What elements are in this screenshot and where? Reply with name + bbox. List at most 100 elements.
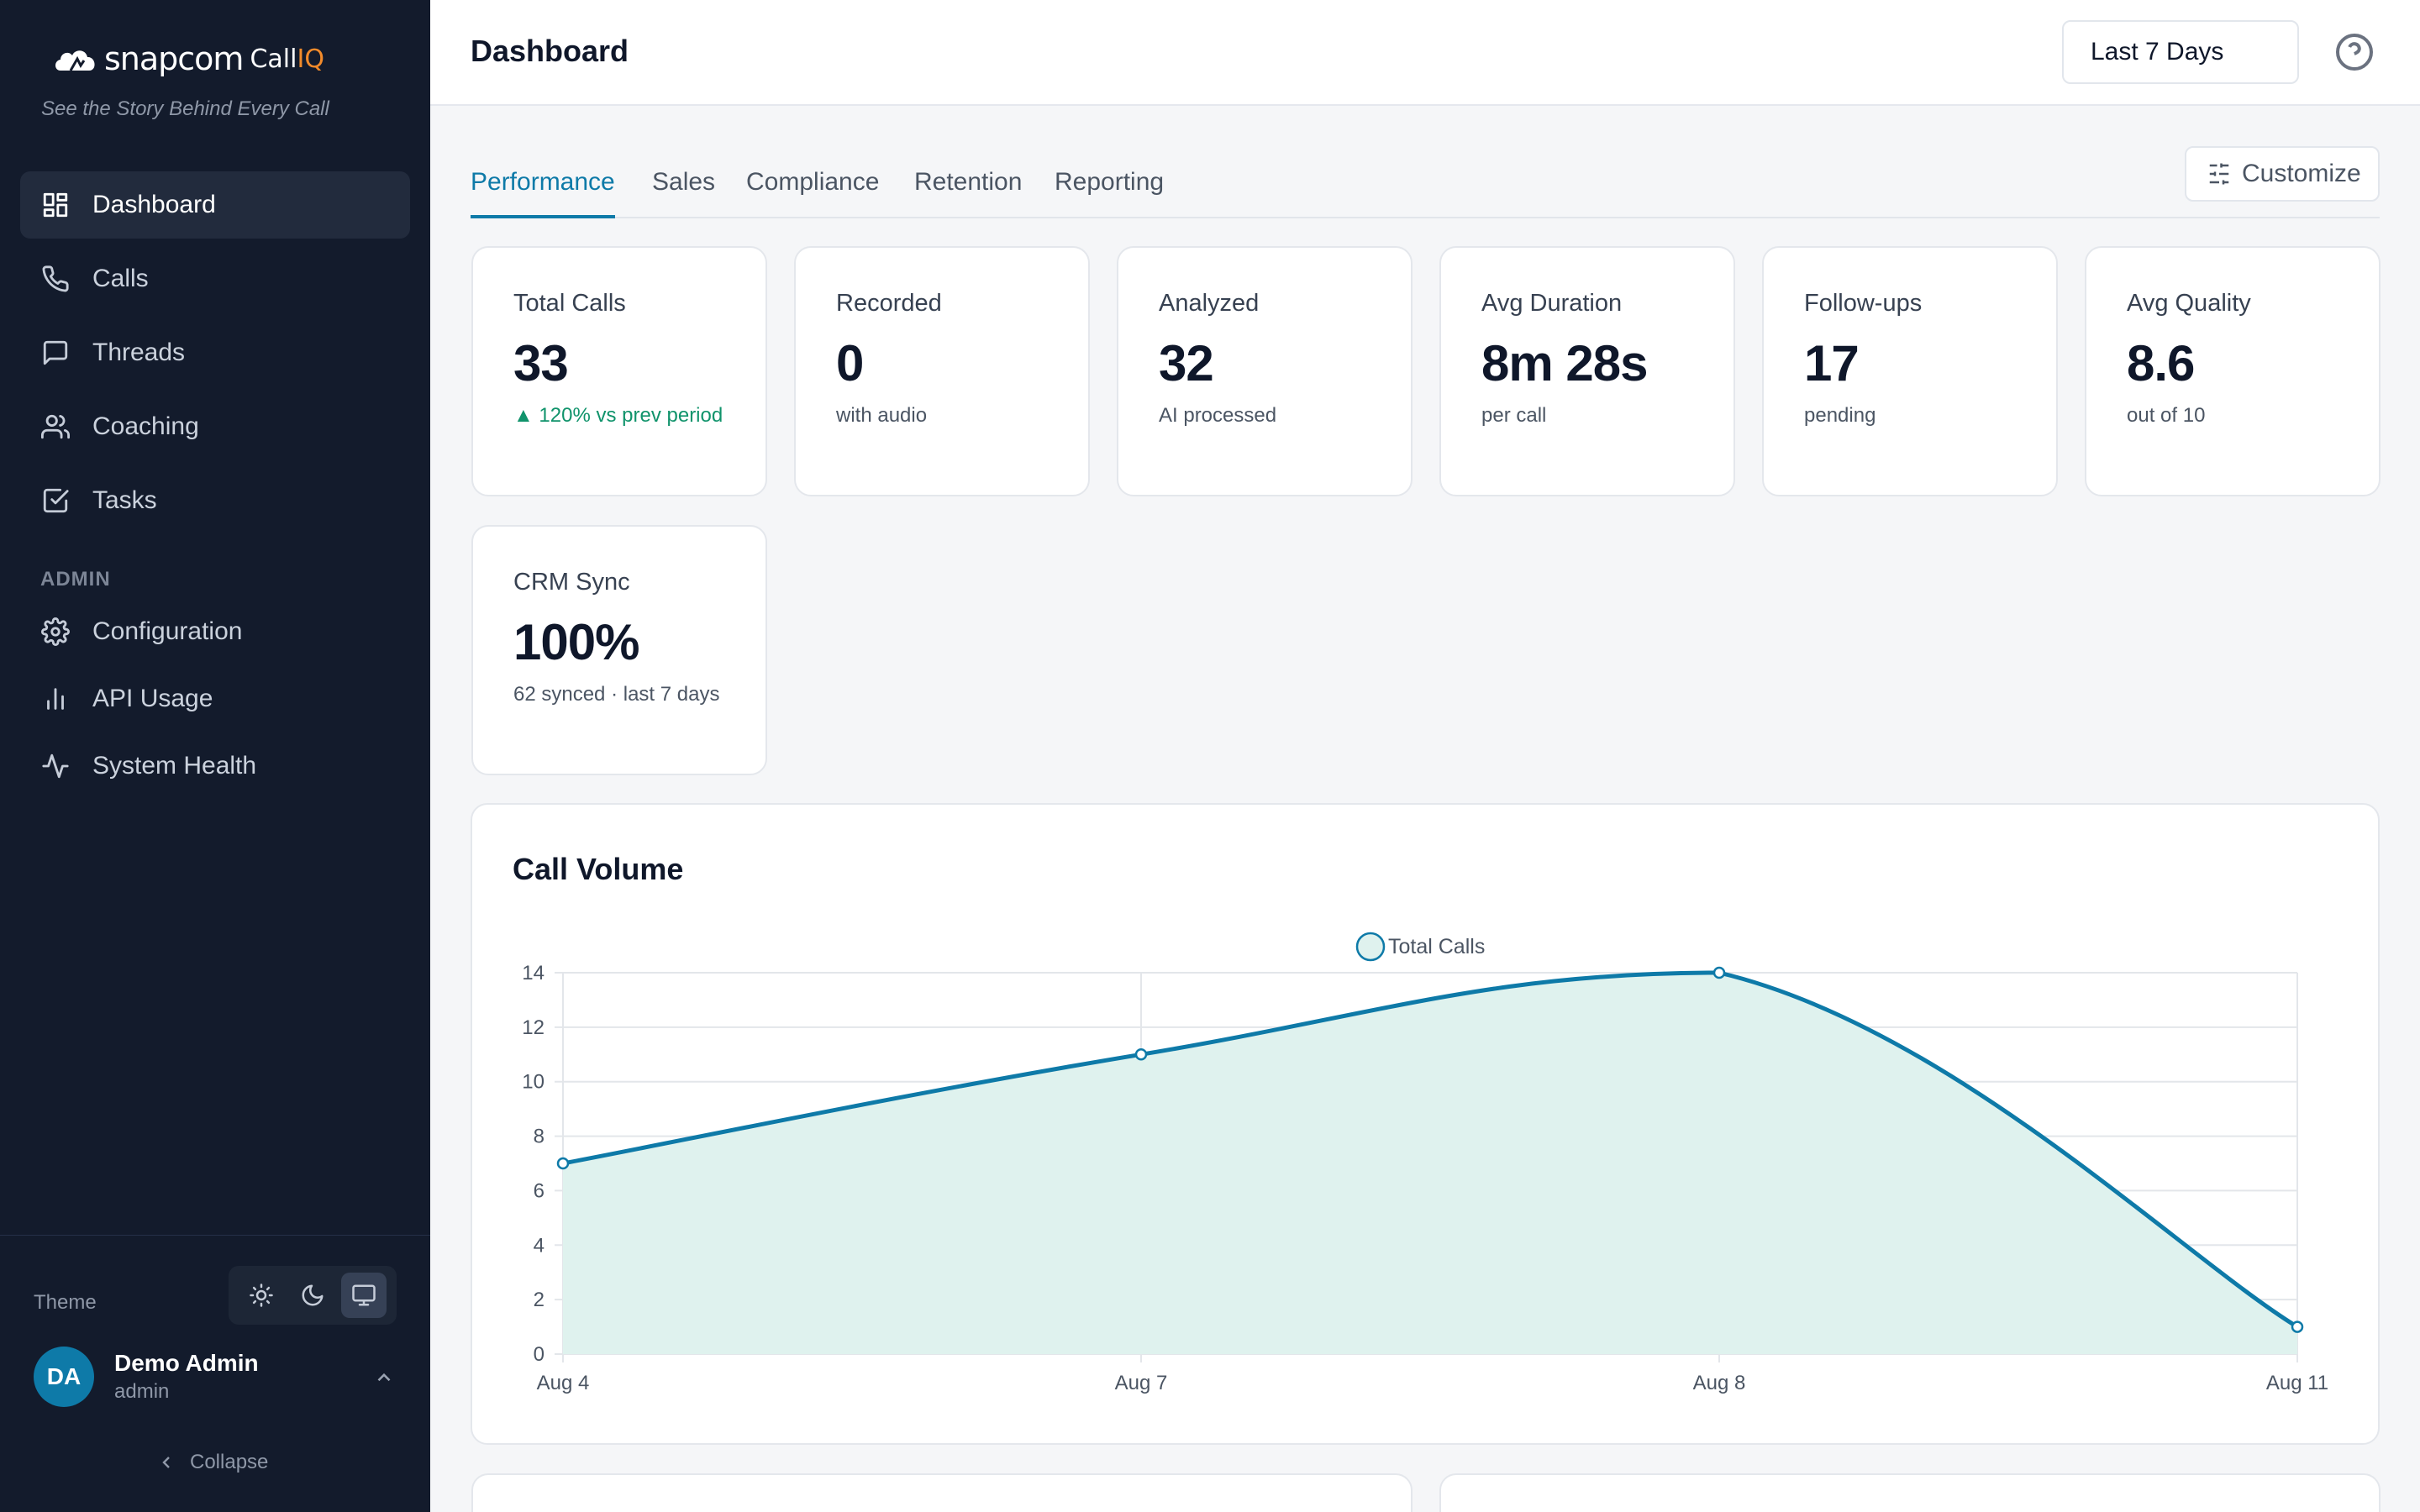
logo[interactable]: snapcom Call IQ <box>52 39 324 79</box>
theme-switcher <box>229 1266 397 1325</box>
sidebar-item-label: Coaching <box>92 412 199 440</box>
theme-label: Theme <box>34 1291 97 1314</box>
kpi-card-recorded[interactable]: Recorded 0 with audio <box>794 246 1090 496</box>
kpi-subtext: out of 10 <box>2127 404 2206 427</box>
kpi-label: Avg Duration <box>1481 290 1623 317</box>
kpi-card-total-calls[interactable]: Total Calls 33 ▲ 120% vs prev period <box>471 246 767 496</box>
main-nav: Dashboard Calls Threads Coaching Tasks <box>20 171 410 541</box>
gear-icon <box>40 617 71 647</box>
sidebar-item-configuration[interactable]: Configuration <box>20 601 410 662</box>
moon-icon <box>302 1284 324 1306</box>
sliders-icon <box>2209 163 2229 185</box>
sidebar-item-label: System Health <box>92 752 257 780</box>
sidebar-item-dashboard[interactable]: Dashboard <box>20 171 410 239</box>
kpi-subtext: with audio <box>836 404 928 427</box>
kpi-subtext: per call <box>1481 404 1547 427</box>
logo-text: snapcom <box>104 40 244 77</box>
monitor-icon <box>352 1284 376 1306</box>
chevron-up-icon <box>373 1367 395 1389</box>
sidebar-item-label: Calls <box>92 265 149 292</box>
sidebar-item-api-usage[interactable]: API Usage <box>20 669 410 729</box>
collapse-button[interactable]: Collapse <box>156 1451 268 1474</box>
help-circle-icon <box>2336 34 2373 71</box>
y-tick-label: 4 <box>534 1234 544 1257</box>
kpi-value: 33 <box>513 335 569 391</box>
kpi-label: Follow-ups <box>1804 290 1923 317</box>
product-suffix: IQ <box>297 44 324 74</box>
kpi-value: 100% <box>513 614 639 670</box>
user-name: Demo Admin <box>114 1350 259 1376</box>
chevron-left-icon <box>162 1457 170 1468</box>
user-menu[interactable]: DA Demo Admin admin <box>34 1347 403 1407</box>
dashboard-tabs: Performance Sales Compliance Retention R… <box>471 156 2380 218</box>
kpi-card-crm-sync[interactable]: CRM Sync 100% 62 synced · last 7 days <box>471 525 767 775</box>
legend-label: Total Calls <box>1388 935 1485 958</box>
sun-icon <box>249 1284 273 1307</box>
date-range-select[interactable]: Last 7 Days <box>2062 20 2299 84</box>
data-point <box>1134 1048 1148 1061</box>
lower-panel-right <box>1439 1473 2381 1512</box>
sidebar-item-coaching[interactable]: Coaching <box>20 393 410 460</box>
cloud-logo-icon <box>55 50 95 71</box>
sidebar-item-system-health[interactable]: System Health <box>20 736 410 796</box>
kpi-subtext: pending <box>1804 404 1876 427</box>
sidebar-item-label: Configuration <box>92 617 243 645</box>
tab-performance[interactable]: Performance <box>471 168 615 218</box>
x-tick-label: Aug 11 <box>2266 1372 2328 1394</box>
sidebar-item-calls[interactable]: Calls <box>20 245 410 312</box>
tab-reporting[interactable]: Reporting <box>1055 168 1165 196</box>
kpi-card-follow-ups[interactable]: Follow-ups 17 pending <box>1762 246 2058 496</box>
sidebar-item-label: API Usage <box>92 685 213 712</box>
kpi-value: 8.6 <box>2127 335 2195 391</box>
y-tick-label: 8 <box>534 1126 544 1148</box>
customize-label: Customize <box>2242 160 2361 187</box>
admin-nav: Configuration API Usage System Health <box>20 601 410 803</box>
sidebar-item-threads[interactable]: Threads <box>20 319 410 386</box>
theme-system-button[interactable] <box>341 1273 387 1318</box>
activity-icon <box>40 751 71 781</box>
kpi-label: Recorded <box>836 290 942 317</box>
top-header: Dashboard Last 7 Days <box>430 0 2420 106</box>
kpi-label: Avg Quality <box>2127 290 2251 317</box>
help-button[interactable] <box>2334 32 2375 72</box>
kpi-label: CRM Sync <box>513 569 630 596</box>
kpi-label: Total Calls <box>513 290 626 317</box>
kpi-subtext: 62 synced · last 7 days <box>513 683 720 706</box>
collapse-label: Collapse <box>190 1451 269 1473</box>
kpi-subtext: AI processed <box>1159 404 1277 427</box>
data-point <box>1712 966 1726 979</box>
kpi-card-analyzed[interactable]: Analyzed 32 AI processed <box>1117 246 1413 496</box>
kpi-card-avg-duration[interactable]: Avg Duration 8m 28s per call <box>1439 246 1735 496</box>
kpi-value: 17 <box>1804 335 1860 391</box>
page-title: Dashboard <box>471 34 629 68</box>
admin-section-label: ADMIN <box>40 568 111 591</box>
series-area-total-calls <box>563 973 2297 1354</box>
kpi-value: 8m 28s <box>1481 335 1649 391</box>
data-point <box>2291 1320 2304 1333</box>
y-tick-label: 10 <box>522 1071 544 1094</box>
y-tick-label: 14 <box>522 962 544 984</box>
tab-sales[interactable]: Sales <box>652 168 716 196</box>
sidebar-item-tasks[interactable]: Tasks <box>20 467 410 534</box>
bar-chart-icon <box>40 684 71 714</box>
customize-button[interactable]: Customize <box>2185 146 2380 202</box>
y-tick-label: 6 <box>534 1179 544 1202</box>
theme-light-button[interactable] <box>239 1273 284 1318</box>
x-tick-label: Aug 8 <box>1693 1372 1746 1394</box>
y-tick-label: 0 <box>534 1343 544 1366</box>
sidebar: snapcom Call IQ See the Story Behind Eve… <box>0 0 430 1512</box>
kpi-card-avg-quality[interactable]: Avg Quality 8.6 out of 10 <box>2085 246 2381 496</box>
tab-retention[interactable]: Retention <box>914 168 1023 196</box>
lower-panel-left <box>471 1473 1413 1512</box>
theme-dark-button[interactable] <box>290 1273 335 1318</box>
phone-icon <box>40 264 71 294</box>
sidebar-item-label: Threads <box>92 339 186 366</box>
y-tick-label: 2 <box>534 1289 544 1311</box>
data-point <box>556 1157 570 1170</box>
sidebar-item-label: Dashboard <box>92 191 216 218</box>
legend-marker <box>1355 932 1386 962</box>
avatar: DA <box>34 1347 94 1407</box>
y-tick-label: 12 <box>522 1016 544 1039</box>
chart-title: Call Volume <box>513 852 684 886</box>
tab-compliance[interactable]: Compliance <box>746 168 880 196</box>
